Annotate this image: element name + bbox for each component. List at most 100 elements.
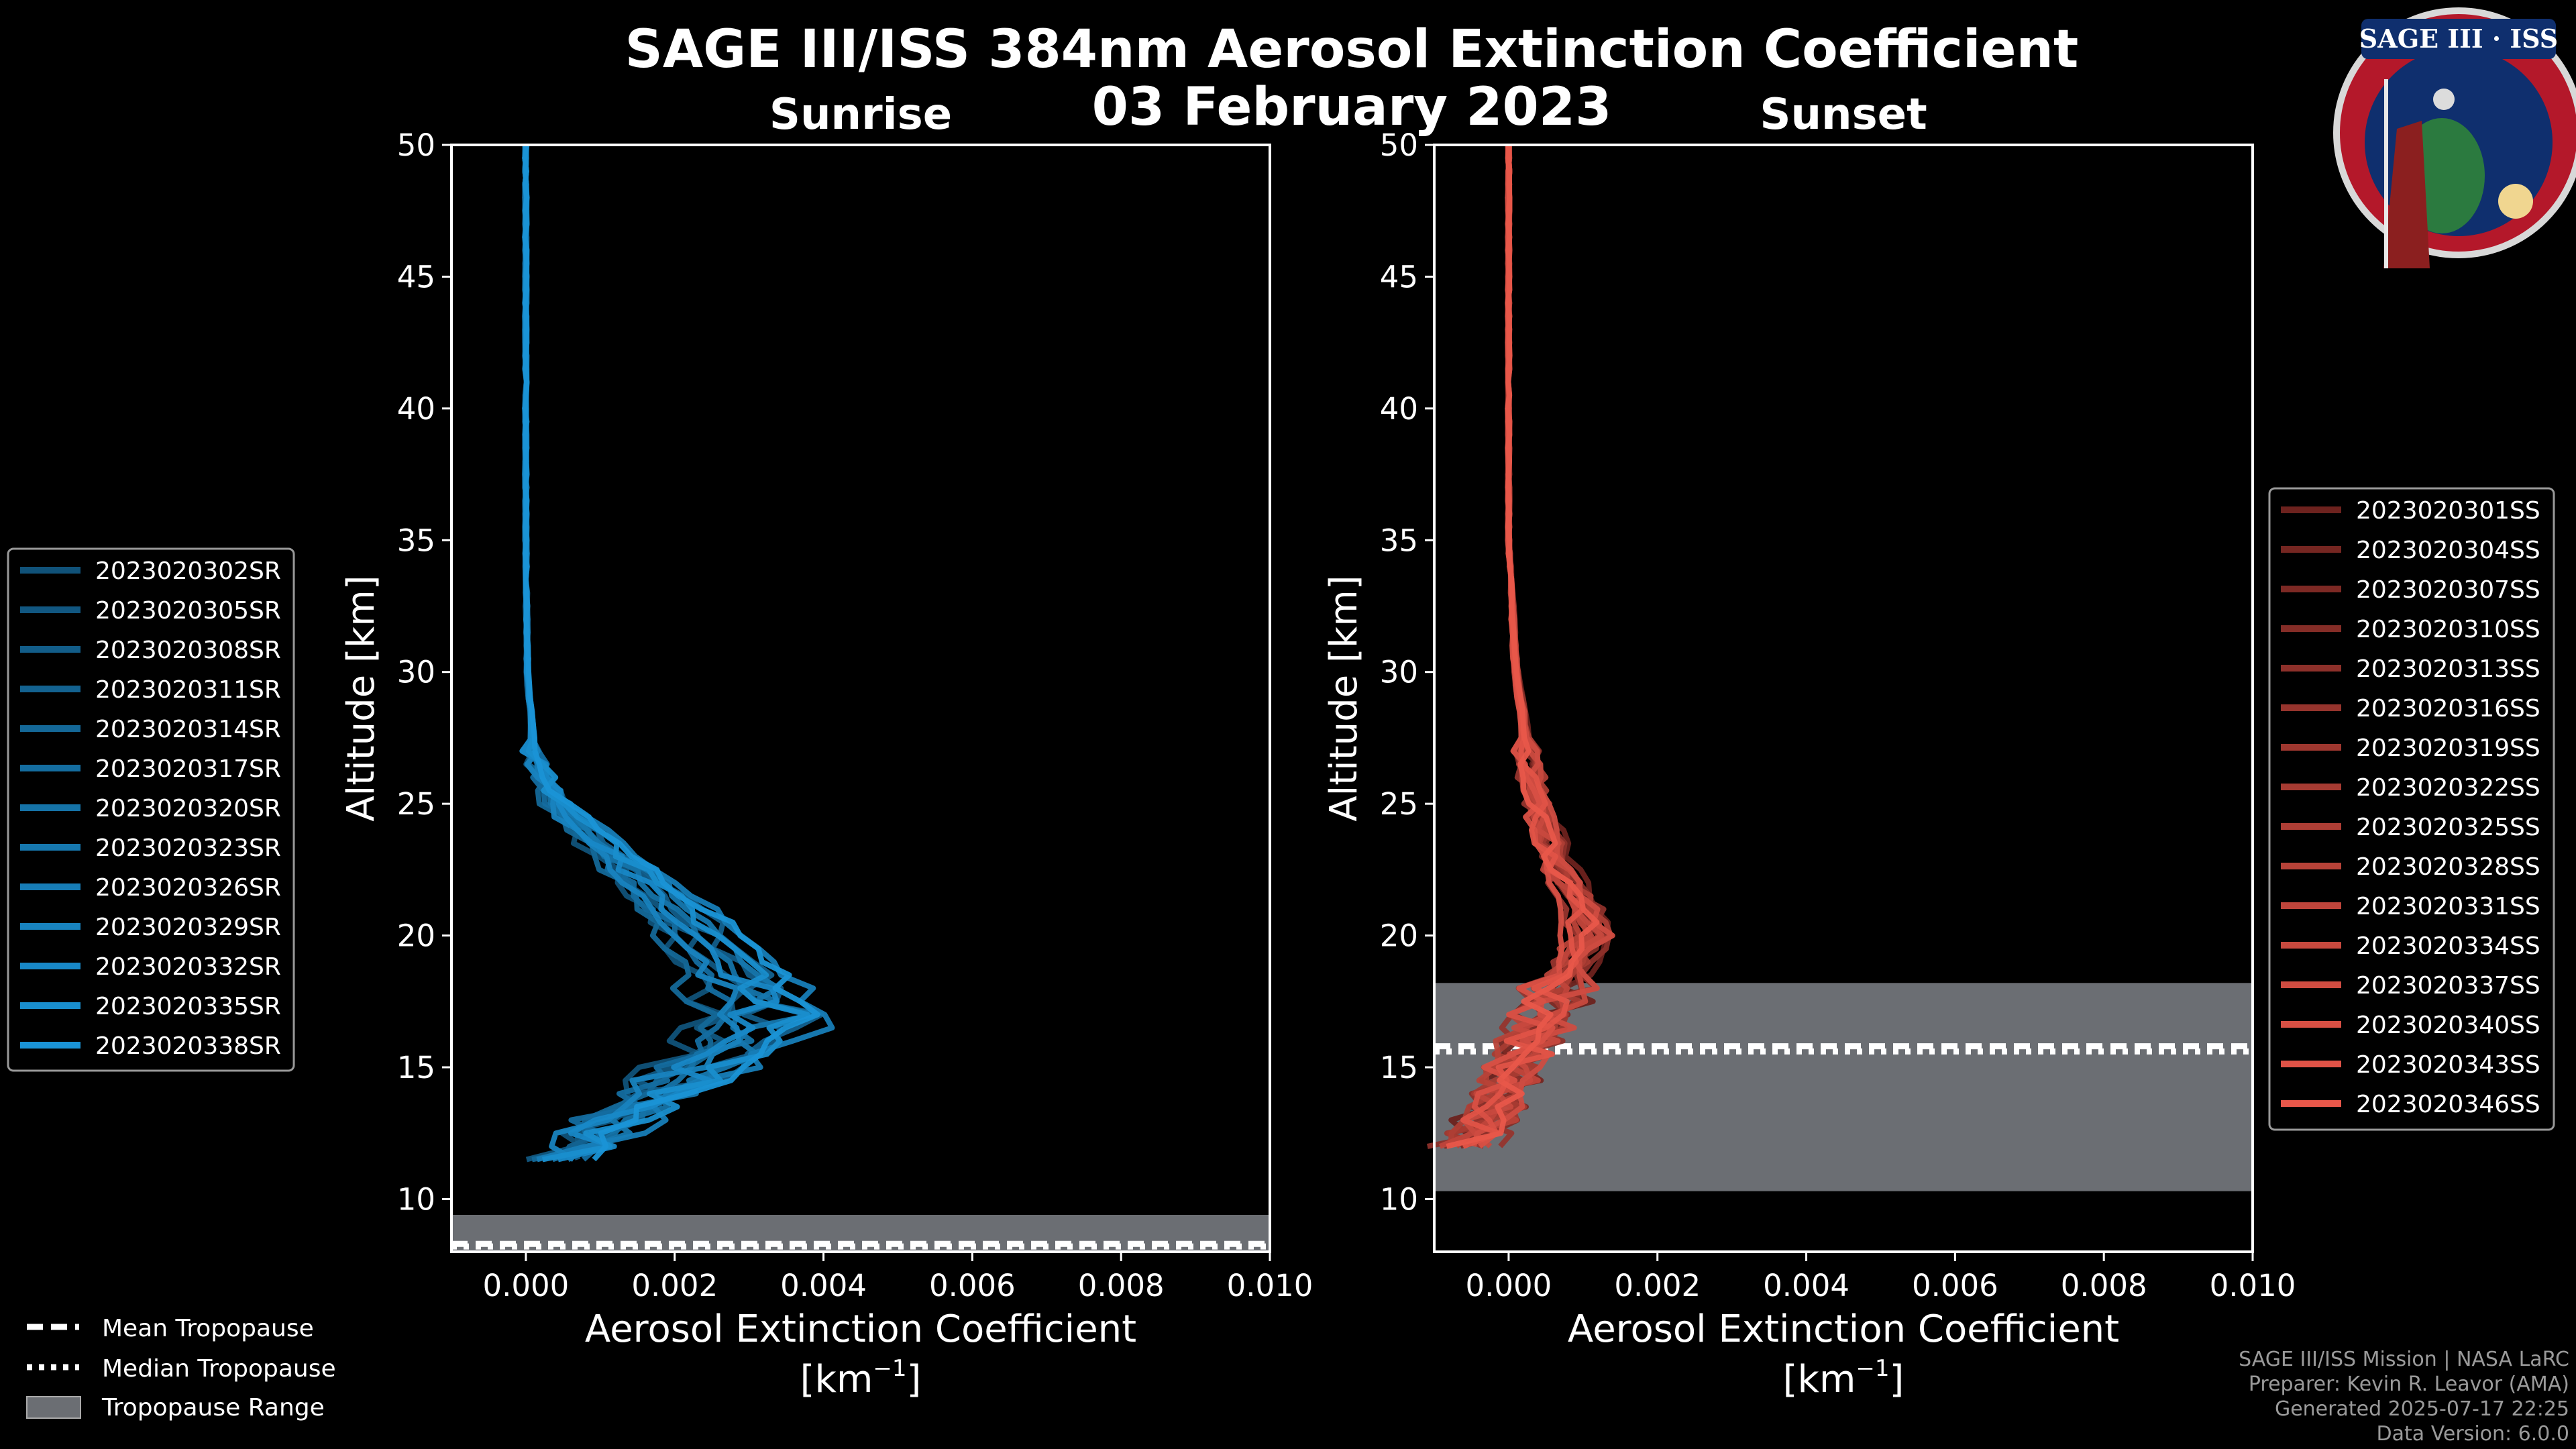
sun-icon (2498, 184, 2533, 219)
sr-ytick-label: 15 (397, 1050, 435, 1085)
sunset-y-ticks: 10 15 20 25 30 35 40 45 50 (1380, 127, 1434, 1217)
legend-label-2023020332SR: 2023020332SR (95, 953, 281, 981)
legend-label-2023020319SS: 2023020319SS (2356, 735, 2540, 762)
median-tropopause-label: Median Tropopause (102, 1355, 336, 1383)
sunrise-x-axis-label: Aerosol Extinction Coefficient (585, 1307, 1136, 1351)
sunrise-plot-area (451, 145, 1270, 1252)
chart-date: 03 February 2023 (1092, 77, 1612, 138)
legend-label-2023020304SS: 2023020304SS (2356, 537, 2540, 564)
chart-title: SAGE III/ISS 384nm Aerosol Extinction Co… (625, 19, 2079, 80)
legend-label-2023020328SS: 2023020328SS (2356, 853, 2540, 881)
logo-banner (2361, 19, 2556, 59)
sunset-x-axis-unit: [km−1] (1783, 1355, 1904, 1401)
logo-title: SAGE III · ISS (2359, 23, 2558, 54)
legend-label-2023020313SS: 2023020313SS (2356, 655, 2540, 683)
moon-icon (2433, 89, 2455, 110)
sunset-unit-base: [km (1783, 1358, 1856, 1401)
legend-label-2023020320SR: 2023020320SR (95, 795, 281, 822)
ss-xtick-label: 0.004 (1763, 1268, 1849, 1303)
legend-label-2023020317SR: 2023020317SR (95, 755, 281, 783)
ss-ytick-label: 15 (1380, 1050, 1418, 1085)
sunrise-x-axis-unit: [km−1] (800, 1355, 922, 1401)
sunset-legend: 2023020301SS 2023020304SS 2023020307SS 2023… (2268, 487, 2555, 1131)
sunset-legend-items: 2023020301SS 2023020304SS 2023020307SS 2023… (2281, 497, 2540, 1118)
tropopause-legend: Mean Tropopause Median Tropopause Tropop… (26, 1315, 336, 1421)
sunrise-tropopause-layer (451, 1215, 1270, 1252)
sage-iii-iss-logo: SAGE III · ISS (2333, 7, 2576, 268)
ss-ytick-label: 35 (1380, 523, 1418, 558)
legend-label-2023020310SS: 2023020310SS (2356, 616, 2540, 643)
sunrise-x-ticks: 0.000 0.002 0.004 0.006 0.008 0.010 (482, 1252, 1313, 1303)
ss-ytick-label: 40 (1380, 391, 1418, 427)
credit-mission: SAGE III/ISS Mission | NASA LaRC (2239, 1348, 2569, 1371)
sunset-x-ticks: 0.000 0.002 0.004 0.006 0.008 0.010 (1465, 1252, 2296, 1303)
ss-xtick-label: 0.010 (2210, 1268, 2296, 1303)
profile-line-2023020338SR (522, 144, 820, 1162)
legend-label-2023020346SS: 2023020346SS (2356, 1091, 2540, 1118)
legend-label-2023020305SR: 2023020305SR (95, 597, 281, 625)
sunset-profiles (1427, 144, 1615, 1149)
sr-ytick-label: 35 (397, 523, 435, 558)
legend-label-2023020302SR: 2023020302SR (95, 557, 281, 585)
legend-label-2023020323SR: 2023020323SR (95, 835, 281, 862)
sr-xtick-label: 0.000 (482, 1268, 569, 1303)
legend-label-2023020337SS: 2023020337SS (2356, 972, 2540, 1000)
sr-ytick-label: 45 (397, 259, 435, 294)
sunset-unit-exponent: −1 (1856, 1355, 1889, 1382)
legend-label-2023020331SS: 2023020331SS (2356, 893, 2540, 920)
sunrise-y-axis-label: Altitude [km] (339, 575, 383, 821)
legend-label-2023020340SS: 2023020340SS (2356, 1012, 2540, 1039)
sr-xtick-label: 0.006 (929, 1268, 1016, 1303)
sr-xtick-label: 0.010 (1227, 1268, 1313, 1303)
credits: SAGE III/ISS Mission | NASA LaRC Prepare… (2239, 1348, 2569, 1446)
sunrise-profiles (519, 144, 835, 1163)
ss-xtick-label: 0.006 (1912, 1268, 1998, 1303)
sunset-unit-close: ] (1890, 1358, 1904, 1401)
legend-label-2023020334SS: 2023020334SS (2356, 932, 2540, 960)
sunset-legend-box (2268, 487, 2555, 1131)
credit-generated: Generated 2025-07-17 22:25 (2275, 1397, 2569, 1421)
sunrise-legend: 2023020302SR 2023020305SR 2023020308SR 2023… (7, 547, 295, 1072)
sunrise-axes-frame (450, 144, 1271, 1253)
legend-label-2023020326SR: 2023020326SR (95, 874, 281, 902)
sunset-panel-title: Sunset (1760, 90, 1927, 140)
ss-tropopause-range (1434, 983, 2253, 1191)
sunrise-unit-base: [km (800, 1358, 873, 1401)
figure-robe-icon (2383, 121, 2430, 268)
sr-xtick-label: 0.002 (631, 1268, 718, 1303)
sr-xtick-label: 0.008 (1078, 1268, 1165, 1303)
tropopause-range-swatch (26, 1396, 81, 1419)
sunset-y-axis-label: Altitude [km] (1322, 575, 1366, 821)
tropopause-range-label: Tropopause Range (101, 1394, 325, 1421)
legend-label-2023020335SR: 2023020335SR (95, 993, 281, 1020)
ss-ytick-label: 30 (1380, 655, 1418, 690)
legend-label-2023020314SR: 2023020314SR (95, 716, 281, 743)
ss-xtick-label: 0.008 (2061, 1268, 2147, 1303)
legend-label-2023020325SS: 2023020325SS (2356, 814, 2540, 841)
sunset-tropopause-layer (1434, 983, 2253, 1191)
sr-ytick-label: 10 (397, 1181, 435, 1217)
legend-label-2023020301SS: 2023020301SS (2356, 497, 2540, 525)
legend-label-2023020329SR: 2023020329SR (95, 914, 281, 941)
sr-ytick-label: 30 (397, 655, 435, 690)
legend-label-2023020338SR: 2023020338SR (95, 1032, 281, 1060)
ss-ytick-label: 10 (1380, 1181, 1418, 1217)
sr-ytick-label: 40 (397, 391, 435, 427)
sr-ytick-label: 50 (397, 127, 435, 163)
sunrise-legend-box (7, 547, 295, 1072)
credit-data-version: Data Version: 6.0.0 (2377, 1422, 2569, 1446)
sunrise-unit-close: ] (907, 1358, 922, 1401)
ss-xtick-label: 0.002 (1614, 1268, 1701, 1303)
sunrise-legend-items: 2023020302SR 2023020305SR 2023020308SR 2023… (20, 557, 281, 1060)
credit-preparer: Preparer: Kevin R. Leavor (AMA) (2249, 1373, 2569, 1396)
ss-xtick-label: 0.000 (1465, 1268, 1552, 1303)
legend-label-2023020322SS: 2023020322SS (2356, 774, 2540, 802)
legend-label-2023020307SS: 2023020307SS (2356, 576, 2540, 604)
sr-xtick-label: 0.004 (780, 1268, 867, 1303)
sunset-x-axis-label: Aerosol Extinction Coefficient (1568, 1307, 2119, 1351)
ss-ytick-label: 45 (1380, 259, 1418, 294)
mean-tropopause-label: Mean Tropopause (102, 1315, 314, 1342)
